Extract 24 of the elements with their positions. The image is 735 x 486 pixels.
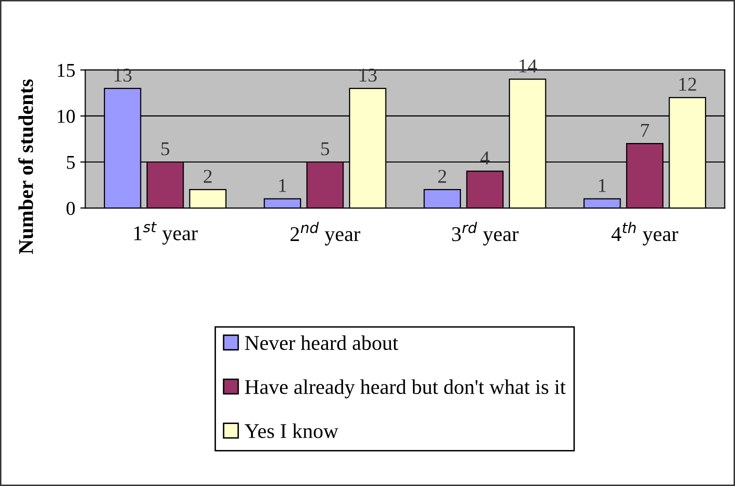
data-label: 7 (641, 124, 650, 137)
y-tick-label: 0 (66, 202, 75, 215)
data-label: 1 (279, 179, 286, 192)
y-tick-label: 15 (58, 64, 75, 77)
y-axis-title: Number of students (18, 79, 34, 254)
data-label: 5 (161, 142, 170, 156)
data-label: 2 (438, 170, 446, 183)
y-tick-label: 10 (58, 110, 75, 123)
data-label: 13 (114, 68, 132, 82)
data-label: 13 (360, 68, 377, 82)
data-label: 14 (520, 59, 537, 72)
x-tick-label: 3$^{rd}$ year (452, 222, 518, 246)
data-label: 1 (599, 179, 606, 192)
data-label: 12 (679, 78, 696, 91)
legend-label: Never heard about (245, 335, 398, 350)
data-label: 5 (321, 142, 330, 156)
legend-label: Yes I know (244, 423, 338, 438)
x-tick-label: 4$^{th}$ year (612, 222, 678, 246)
y-tick-label: 5 (66, 156, 75, 169)
x-tick-label: 2$^{nd}$ year (290, 222, 360, 246)
x-tick-label: 1$^{st}$ year (134, 222, 198, 245)
data-label: 2 (204, 170, 212, 183)
data-label: 4 (480, 152, 490, 164)
legend-label: Have already heard but don't what is it (245, 379, 566, 398)
